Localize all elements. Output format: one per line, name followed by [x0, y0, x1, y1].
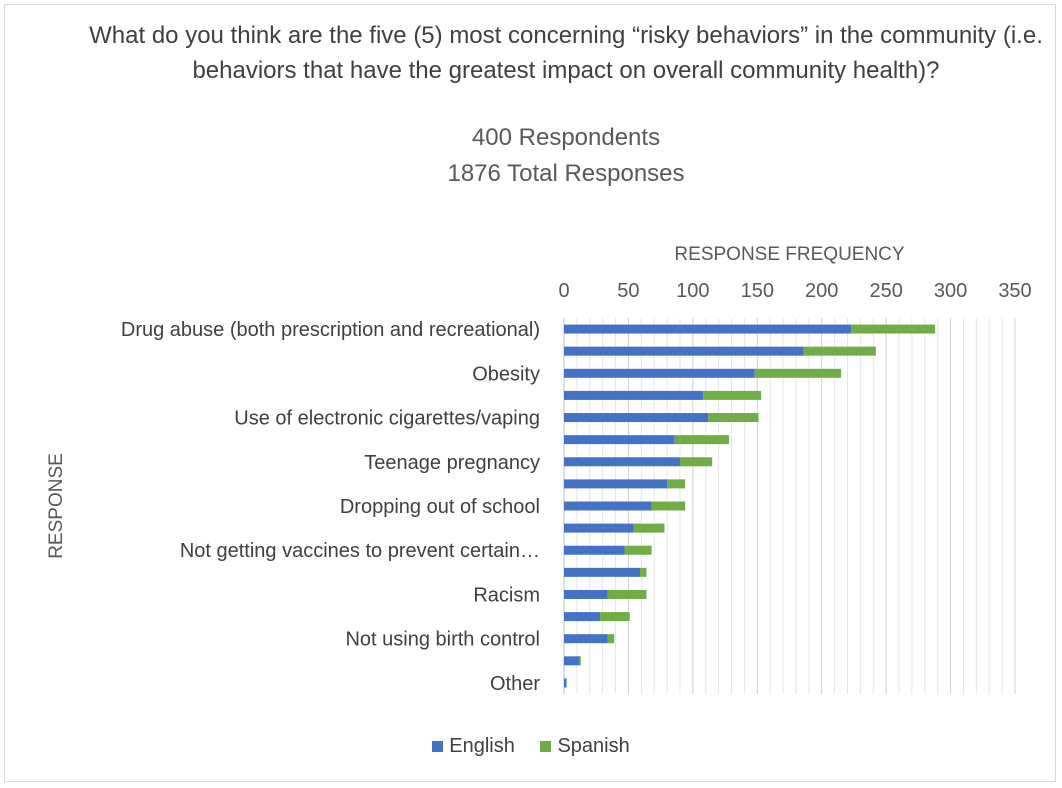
y-tick-label: Racism [473, 584, 540, 606]
bar-english [564, 501, 652, 511]
x-tick-label: 250 [869, 280, 902, 302]
y-tick-label: Other [490, 673, 540, 695]
bar-english [564, 457, 680, 467]
bar-spanish [607, 634, 615, 644]
chart-subtitle-respondents: 400 Respondents [471, 124, 661, 151]
bar-english [564, 324, 852, 334]
bar-spanish [703, 390, 762, 400]
y-tick-label: Teenage pregnancy [364, 452, 540, 474]
bar-english [564, 390, 704, 400]
x-tick-label: 300 [934, 280, 967, 302]
y-tick-label: Drug abuse (both prescription and recrea… [121, 319, 540, 341]
bar-spanish [640, 567, 647, 577]
bar-spanish [754, 368, 842, 378]
bar-spanish [667, 479, 686, 489]
bar-spanish [579, 656, 581, 666]
y-axis-title: RESPONSE [46, 453, 67, 559]
bar-spanish [851, 324, 936, 334]
bar-spanish [803, 346, 876, 356]
bar-spanish [600, 612, 630, 622]
legend-label-spanish: Spanish [557, 735, 630, 757]
bar-spanish [674, 435, 729, 445]
bar-english [564, 678, 567, 688]
x-tick-label: 350 [998, 280, 1031, 302]
chart-subtitle-total-responses: 1876 Total Responses [447, 160, 685, 187]
bar-english [564, 523, 634, 533]
bar-spanish [708, 413, 759, 423]
x-tick-label: 200 [805, 280, 838, 302]
bar-english [564, 656, 580, 666]
x-tick-label: 100 [676, 280, 709, 302]
bar-english [564, 368, 755, 378]
x-tick-label: 50 [617, 280, 639, 302]
y-tick-label: Obesity [472, 363, 540, 385]
y-tick-label: Not getting vaccines to prevent certain… [180, 540, 540, 562]
bar-english [564, 634, 608, 644]
legend-swatch-spanish [540, 741, 552, 753]
legend-swatch-english [432, 741, 444, 753]
bar-english [564, 413, 709, 423]
legend: English Spanish [0, 735, 1062, 758]
y-tick-label: Not using birth control [345, 629, 540, 651]
bar-english [564, 612, 601, 622]
bar-spanish [624, 545, 652, 555]
legend-item-english: English [432, 735, 515, 758]
x-axis-title: RESPONSE FREQUENCY [674, 244, 904, 265]
bar-spanish [633, 523, 665, 533]
bar-english [564, 567, 641, 577]
bar-english [564, 589, 608, 599]
bar-english [564, 479, 668, 489]
bar-spanish [651, 501, 686, 511]
y-tick-label: Dropping out of school [340, 496, 540, 518]
y-tick-label: Use of electronic cigarettes/vaping [234, 408, 540, 430]
bar-english [564, 545, 625, 555]
bar-english [564, 435, 675, 445]
bar-spanish [679, 457, 713, 467]
chart-title: What do you think are the five (5) most … [89, 22, 1043, 84]
x-tick-label: 150 [741, 280, 774, 302]
chart-frame [4, 4, 1056, 782]
legend-item-spanish: Spanish [540, 735, 630, 758]
x-tick-label: 0 [558, 280, 569, 302]
bar-english [564, 346, 804, 356]
bar-spanish [607, 589, 647, 599]
legend-label-english: English [449, 735, 515, 757]
